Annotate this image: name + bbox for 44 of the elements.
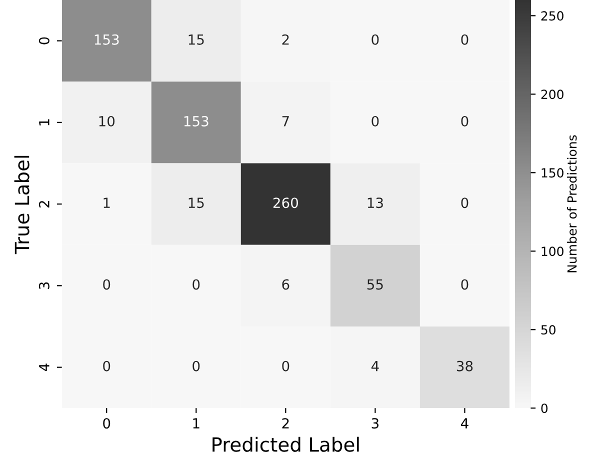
data-label: 260	[273, 198, 298, 208]
data-label: 0	[372, 116, 379, 126]
y-tick-label: 2	[38, 201, 50, 208]
data-label: 10	[99, 116, 115, 126]
x-tick-label: 2	[282, 418, 289, 428]
data-label: 6	[282, 279, 290, 290]
data-label: 7	[282, 116, 289, 126]
color-bar-title: Number of Predictions	[567, 135, 577, 272]
data-label: 0	[192, 279, 200, 290]
data-label: 153	[184, 116, 208, 126]
color-bar-label: 150	[542, 168, 564, 178]
y-axis-title: True Label	[14, 156, 30, 254]
data-label: 0	[282, 360, 290, 372]
data-label: 4	[371, 360, 379, 372]
x-tick-label: 1	[193, 418, 200, 428]
data-label: 0	[461, 116, 468, 126]
color-bar-label: 50	[541, 325, 556, 335]
color-bar-label: 100	[542, 246, 564, 256]
color-bar-label: 0	[541, 404, 548, 414]
data-label: 13	[368, 198, 383, 208]
x-tick-label: 3	[372, 418, 378, 429]
data-label: 0	[461, 279, 468, 290]
data-label: 0	[103, 360, 110, 372]
color-bar-label: 250	[541, 11, 564, 21]
data-label: 55	[367, 279, 383, 290]
y-tick-label: 3	[38, 282, 50, 290]
data-label: 2	[282, 34, 289, 45]
x-tick-label: 0	[103, 418, 110, 429]
y-tick-label: 0	[38, 37, 50, 44]
color-bar-label: 200	[541, 90, 564, 100]
y-tick-label: 4	[39, 364, 50, 372]
data-label: 15	[188, 34, 204, 45]
y-tick-label: 1	[39, 119, 50, 126]
data-label: 0	[103, 279, 110, 290]
data-label: 0	[461, 198, 468, 208]
data-label: 0	[461, 34, 468, 45]
data-label: 1	[104, 198, 110, 208]
data-label: 38	[456, 360, 473, 372]
data-label: 0	[372, 34, 379, 45]
data-label: 0	[192, 360, 200, 372]
x-tick-label: 4	[460, 418, 468, 428]
data-label: 153	[94, 34, 119, 45]
data-label: 15	[188, 198, 204, 208]
x-axis-title: Predicted Label	[212, 436, 359, 452]
